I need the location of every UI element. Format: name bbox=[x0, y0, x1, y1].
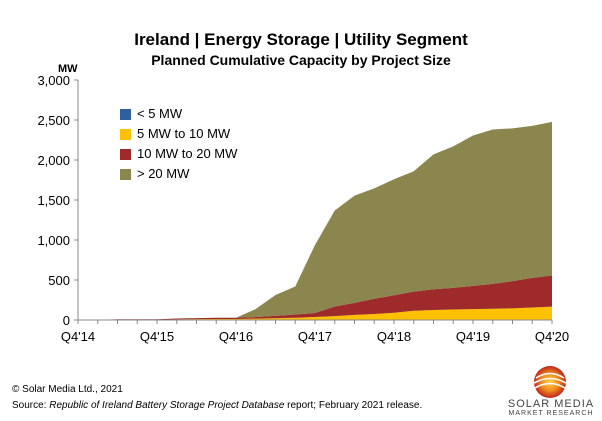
x-tick-label: Q4'16 bbox=[219, 329, 253, 344]
chart-title: Ireland | Energy Storage | Utility Segme… bbox=[134, 30, 468, 49]
logo-name: SOLAR MEDIA bbox=[507, 398, 595, 410]
legend-label: > 20 MW bbox=[137, 166, 190, 181]
logo-tagline: MARKET RESEARCH bbox=[508, 410, 594, 417]
y-tick-label: 3,000 bbox=[37, 73, 70, 88]
y-tick-label: 500 bbox=[48, 273, 70, 288]
source-suffix: report; February 2021 release. bbox=[284, 400, 423, 411]
legend-label: 5 MW to 10 MW bbox=[137, 126, 231, 141]
chart-legend: < 5 MW 5 MW to 10 MW 10 MW to 20 MW > 20… bbox=[120, 104, 237, 184]
chart-subtitle: Planned Cumulative Capacity by Project S… bbox=[151, 52, 451, 68]
y-tick-label: 2,500 bbox=[37, 113, 70, 128]
x-tick-label: Q4'20 bbox=[535, 329, 569, 344]
legend-swatch bbox=[120, 148, 131, 160]
legend-swatch bbox=[120, 168, 131, 180]
solar-media-logo-icon bbox=[533, 366, 567, 398]
y-unit-label: MW bbox=[58, 63, 78, 75]
x-tick-label: Q4'17 bbox=[298, 329, 332, 344]
legend-swatch bbox=[120, 128, 131, 140]
legend-item: > 20 MW bbox=[120, 164, 237, 184]
area-series-2 bbox=[78, 306, 552, 320]
legend-item: 5 MW to 10 MW bbox=[120, 124, 237, 144]
y-tick-label: 2,000 bbox=[37, 153, 70, 168]
legend-label: 10 MW to 20 MW bbox=[137, 146, 238, 161]
x-tick-label: Q4'14 bbox=[61, 329, 95, 344]
y-tick-label: 1,500 bbox=[37, 193, 70, 208]
source-title: Republic of Ireland Battery Storage Proj… bbox=[49, 400, 285, 411]
y-tick-label: 0 bbox=[63, 313, 70, 328]
legend-item: < 5 MW bbox=[120, 104, 237, 124]
legend-swatch bbox=[120, 108, 131, 120]
y-tick-label: 1,000 bbox=[37, 233, 70, 248]
legend-label: < 5 MW bbox=[137, 106, 183, 121]
source-prefix: Source: bbox=[12, 400, 50, 411]
source-note: Source: Republic of Ireland Battery Stor… bbox=[12, 400, 422, 411]
copyright-note: © Solar Media Ltd., 2021 bbox=[12, 384, 123, 395]
x-tick-label: Q4'19 bbox=[456, 329, 490, 344]
x-tick-label: Q4'18 bbox=[377, 329, 411, 344]
legend-item: 10 MW to 20 MW bbox=[120, 144, 237, 164]
x-tick-label: Q4'15 bbox=[140, 329, 174, 344]
area-series-4 bbox=[78, 121, 552, 320]
area-series-3 bbox=[78, 275, 552, 320]
